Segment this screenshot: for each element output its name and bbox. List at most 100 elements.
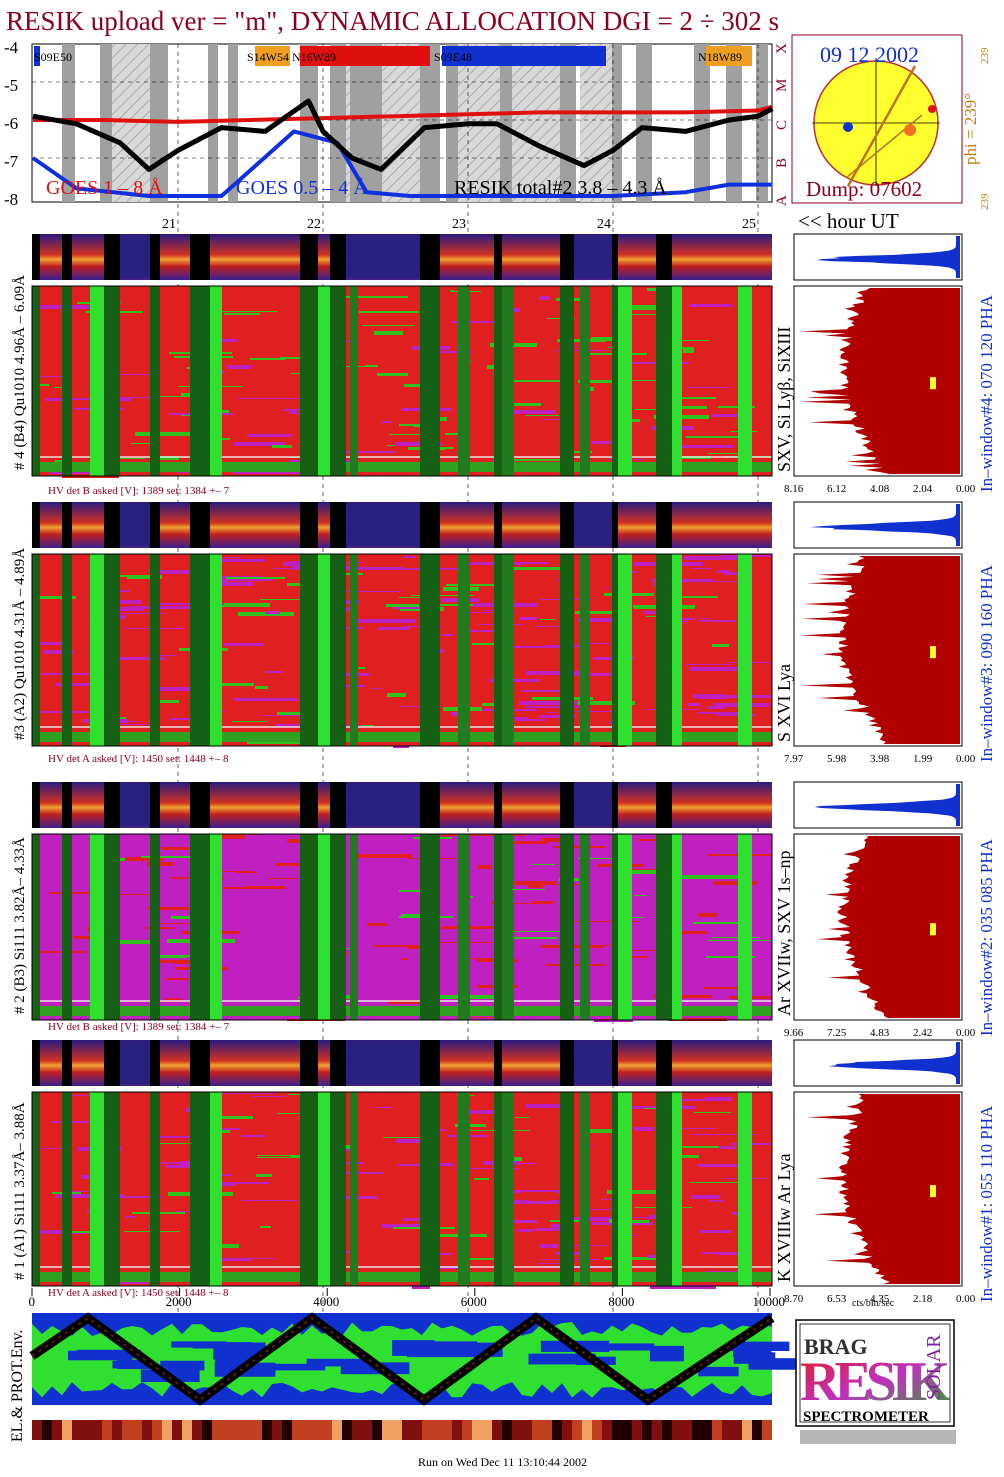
spectrogram-stripe xyxy=(99,894,157,895)
active-region-bars: S09E50 S14W54 N16W89 S09E48 N18W89 xyxy=(34,46,752,66)
region-label: N16W89 xyxy=(292,50,336,64)
band-gap xyxy=(612,782,618,828)
band-dark-blob xyxy=(346,1042,426,1084)
band-gap xyxy=(420,234,440,280)
active-region-red xyxy=(928,105,936,113)
spectrogram-stripe xyxy=(214,889,264,893)
spectrogram-column xyxy=(738,834,752,1020)
pha-tick-label: 2.18 xyxy=(913,1293,933,1305)
spectrogram-stripe xyxy=(697,980,737,981)
spectrogram-stripe xyxy=(704,987,743,989)
spectrogram-gap xyxy=(150,554,160,746)
spectrogram-stripe xyxy=(226,577,285,579)
env-blue-patch xyxy=(160,1360,205,1371)
spectrogram-stripe xyxy=(209,425,237,429)
spectrogram-column xyxy=(738,286,752,476)
goes-class-letter: A xyxy=(774,195,790,206)
spectrogram-stripe xyxy=(724,571,738,575)
spectrogram-stripe xyxy=(135,881,161,884)
env-strip-cell xyxy=(462,1420,472,1440)
spectrogram-stripe xyxy=(382,415,424,416)
spectrogram-stripe xyxy=(448,836,507,837)
spectrogram-stripe xyxy=(519,701,588,705)
env-strip-cell xyxy=(342,1420,352,1440)
spectrogram-stripe xyxy=(158,393,216,397)
env-blue-patch xyxy=(215,1342,266,1353)
spectrogram-stripe xyxy=(135,432,202,436)
env-strip-cell xyxy=(662,1420,672,1440)
spectrogram-stripe xyxy=(260,599,319,600)
env-strip-cell xyxy=(112,1420,122,1440)
spectrogram-gap xyxy=(656,834,672,1020)
spectrogram-stripe xyxy=(595,416,621,420)
spectrogram-stripe xyxy=(255,686,268,689)
hatch-band xyxy=(580,44,612,202)
spectrogram-stripe xyxy=(502,646,571,648)
band-gap xyxy=(612,502,618,548)
env-strip-cell xyxy=(192,1420,202,1440)
environment-panel: EL.& PROT.Env. xyxy=(9,1312,807,1442)
spectrogram-gap xyxy=(494,1092,502,1286)
spectrogram-stripe xyxy=(691,969,753,973)
channel-line-label: SXV, Si Lyβ, SiXIII xyxy=(774,327,794,472)
spectrogram-stripe xyxy=(234,1228,254,1229)
sun-axis-line xyxy=(846,65,917,187)
spectrogram-stripe xyxy=(127,348,195,351)
spectrogram-stripe xyxy=(687,1235,700,1239)
spectrogram-stripe xyxy=(675,1269,690,1273)
pha-tick-label: 4.08 xyxy=(870,483,890,495)
spectrogram-stripe xyxy=(403,1218,430,1221)
shade-band xyxy=(300,44,318,202)
channel-right-label: In–window#2: 035 085 PHA xyxy=(977,838,996,1036)
spectrogram-stripe xyxy=(512,841,547,844)
goes-series xyxy=(31,98,774,198)
spectrogram-stripe xyxy=(363,889,427,890)
spectrogram-stripe xyxy=(234,913,303,914)
spectrogram-stripe xyxy=(691,1134,758,1135)
active-region-blue xyxy=(843,122,853,132)
spectrogram-stripe xyxy=(687,387,730,388)
spectrogram-stripe xyxy=(195,325,252,329)
spectrogram-stripe xyxy=(117,600,142,604)
spectrogram-stripe xyxy=(214,557,242,558)
env-strip-cell xyxy=(62,1420,72,1440)
spectrogram-stripe xyxy=(577,643,631,644)
spectrogram-stripe xyxy=(127,575,162,579)
spectrogram-stripe xyxy=(341,948,354,949)
spectrogram-column xyxy=(580,834,590,1020)
shade-band xyxy=(636,44,652,202)
spectrogram-stripe xyxy=(435,351,471,353)
spectrogram-stripe xyxy=(382,1224,427,1228)
spectrogram-column xyxy=(500,554,514,746)
spectrogram-stripe xyxy=(494,881,556,885)
env-strip-cell xyxy=(162,1420,172,1440)
spectrogram-stripe xyxy=(698,695,730,699)
spectrogram-stripe xyxy=(250,1194,303,1196)
env-strip-cell xyxy=(102,1420,112,1440)
spectrogram-stripe xyxy=(520,1149,582,1152)
spectrogram-stripe xyxy=(147,923,205,924)
spectrogram-column xyxy=(500,834,514,1020)
spectrogram-stripe xyxy=(634,409,659,410)
spectrogram-stripe xyxy=(45,398,103,401)
spectrogram-stripe xyxy=(397,843,438,845)
spectrogram-stripe xyxy=(542,838,569,842)
spectrogram-stripe xyxy=(611,950,664,951)
env-blue-patch xyxy=(649,1345,684,1362)
spectrogram-stripe xyxy=(81,1175,93,1179)
pha-tick-label: 0.00 xyxy=(956,1027,976,1039)
bottom-axis-label: 0 xyxy=(29,1294,36,1309)
band-gap xyxy=(190,234,210,280)
spectrogram-stripe xyxy=(712,644,729,647)
spectrogram-stripe xyxy=(256,1174,272,1177)
spectrogram-stripe xyxy=(526,1104,563,1108)
spectrogram-stripe xyxy=(99,940,157,944)
channel-2: #3 (A2) Qu1010 4.31Å – 4.89Å HV det A ask… xyxy=(12,501,996,765)
spectrogram-gap xyxy=(330,286,346,476)
region-label: S09E48 xyxy=(434,50,472,64)
spectrogram-stripe xyxy=(148,907,189,910)
env-strip-cell xyxy=(612,1420,622,1440)
spectrogram-stripe xyxy=(207,1128,240,1130)
env-strip-cell xyxy=(702,1420,712,1440)
spectrogram-gap xyxy=(300,1092,318,1286)
